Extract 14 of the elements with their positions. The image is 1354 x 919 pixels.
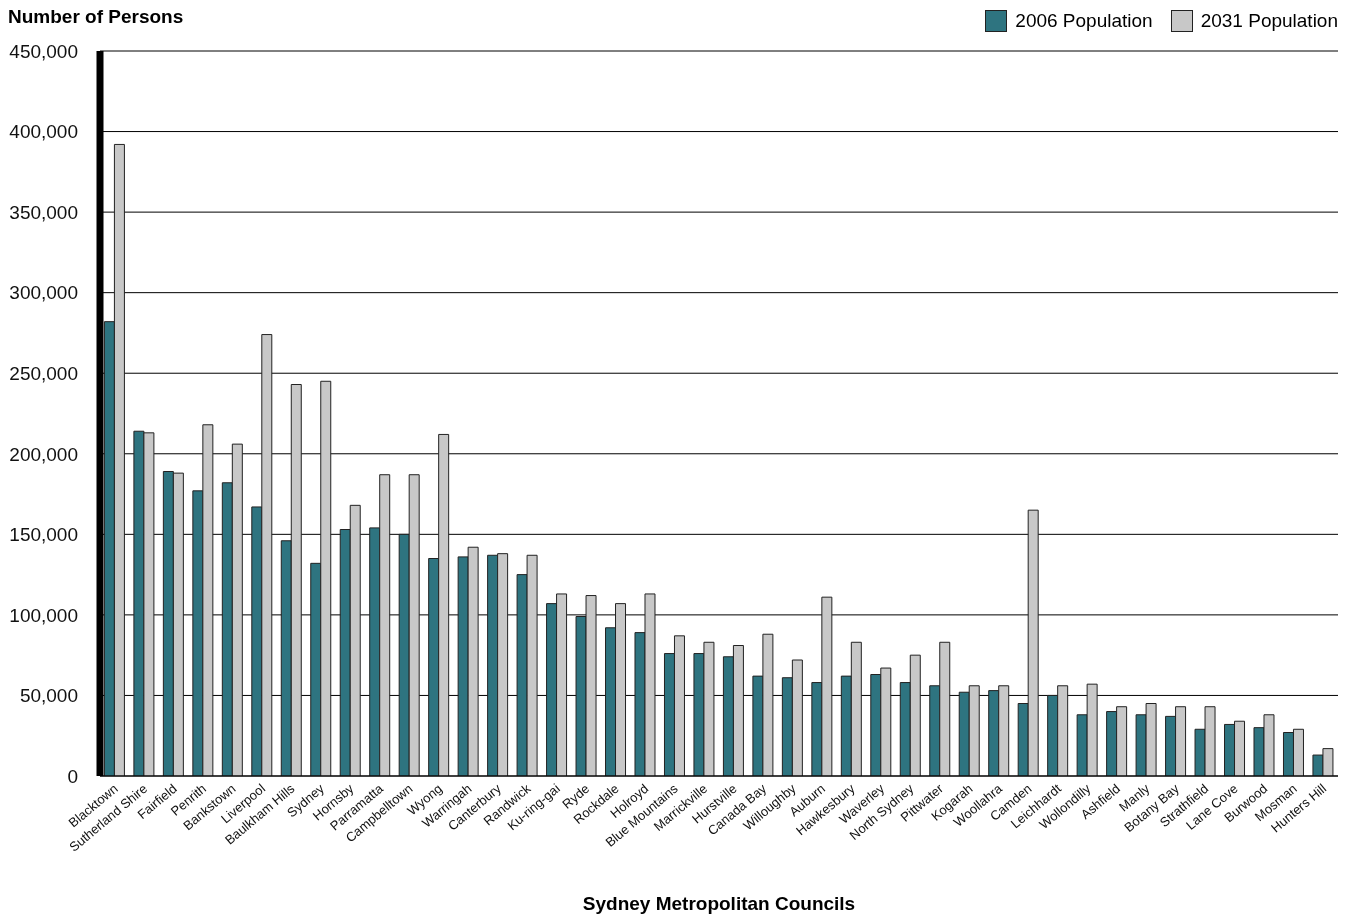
y-tick-label: 350,000 <box>9 201 78 223</box>
y-tick-label: 450,000 <box>9 40 78 62</box>
y-tick-label: 50,000 <box>19 685 78 707</box>
y-tick-label: 300,000 <box>9 282 78 304</box>
y-axis-title: Number of Persons <box>8 6 184 28</box>
y-tick-label: 200,000 <box>9 443 78 465</box>
y-tick-label: 150,000 <box>9 524 78 546</box>
legend-label: 2006 Population <box>1015 10 1153 32</box>
legend-label: 2031 Population <box>1200 10 1338 32</box>
y-tick-label: 400,000 <box>9 121 78 143</box>
x-axis-title: Sydney Metropolitan Councils <box>581 893 857 915</box>
y-tick-label: 250,000 <box>9 362 78 384</box>
y-tick-label: 100,000 <box>9 604 78 626</box>
y-tick-label: 0 <box>67 765 78 787</box>
